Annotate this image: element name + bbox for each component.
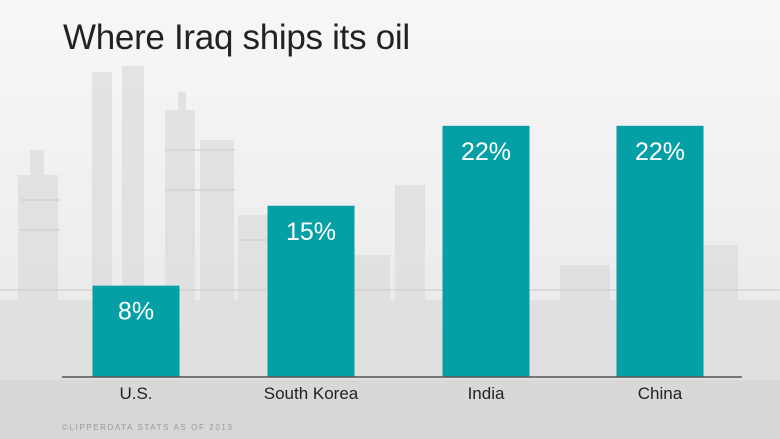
data-label: 22% — [635, 138, 685, 166]
data-label: 15% — [286, 218, 336, 246]
x-tick-label: South Korea — [264, 384, 359, 403]
bar-u-s — [92, 285, 180, 377]
x-tick-label: U.S. — [119, 384, 152, 403]
chart-title: Where Iraq ships its oil — [63, 18, 410, 57]
bar-south-korea — [267, 205, 355, 377]
data-label: 22% — [461, 138, 511, 166]
x-tick-label: India — [468, 384, 505, 403]
source-note: ©LIPPERDATA STATS AS OF 2013 — [62, 423, 234, 432]
bar-india — [442, 125, 530, 377]
bar-china — [616, 125, 704, 377]
data-label: 8% — [118, 298, 154, 326]
x-tick-label: China — [638, 384, 683, 403]
